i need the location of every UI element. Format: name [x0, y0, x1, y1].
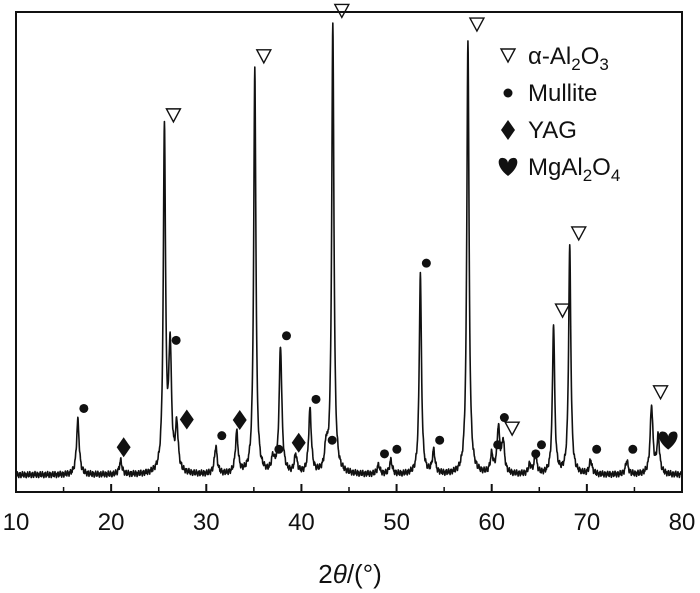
x-tick-label: 40: [288, 509, 315, 536]
alumina-marker: [554, 303, 571, 319]
mullite-marker: [171, 335, 181, 345]
alumina-marker: [570, 226, 587, 242]
mullite-marker: [493, 440, 503, 450]
xrd-pattern-line: [15, 22, 683, 479]
mullite-marker: [421, 258, 431, 268]
x-tick-label: 20: [98, 509, 125, 536]
peak-markers: [79, 3, 678, 459]
legend-label: α-Al2O3: [528, 43, 609, 74]
legend: α-Al2O3 Mullite YAG MgAl2O4: [498, 43, 620, 185]
x-axis-ticks: 10 20 30 40 50 60 70 80: [3, 484, 696, 536]
x-tick-label: 60: [478, 509, 505, 536]
mullite-marker: [536, 440, 546, 450]
x-tick-label: 70: [574, 509, 601, 536]
x-axis-title-var: θ: [333, 559, 347, 589]
alumina-marker: [499, 48, 517, 64]
yag-marker: [116, 437, 131, 458]
yag-marker: [501, 120, 515, 140]
mullite-marker: [435, 435, 445, 445]
alumina-marker: [503, 421, 521, 437]
mullite-marker: [379, 449, 389, 459]
alumina-marker: [255, 49, 272, 65]
mullite-marker: [281, 331, 291, 341]
legend-label: MgAl2O4: [528, 154, 620, 185]
legend-label: Mullite: [528, 80, 597, 107]
mullite-marker: [499, 413, 509, 423]
mullite-marker: [79, 403, 89, 413]
mullite-marker: [592, 444, 602, 454]
mullite-marker: [503, 88, 513, 98]
x-axis-title-suffix: /(°): [347, 559, 382, 589]
mullite-marker: [274, 444, 284, 454]
x-axis-title: 2θ/(°): [318, 559, 382, 589]
alumina-marker: [333, 3, 350, 19]
x-tick-label: 50: [383, 509, 410, 536]
x-axis-title-prefix: 2: [318, 559, 332, 589]
mullite-marker: [217, 431, 227, 441]
spinel-marker: [498, 157, 518, 176]
legend-label: YAG: [528, 117, 577, 144]
x-tick-label: 10: [3, 509, 30, 536]
yag-marker: [179, 409, 194, 430]
mullite-marker: [531, 449, 541, 459]
alumina-marker: [468, 17, 486, 33]
mullite-marker: [392, 444, 402, 454]
mullite-marker: [327, 435, 337, 445]
yag-marker: [291, 432, 306, 453]
alumina-marker: [165, 108, 182, 124]
mullite-marker: [311, 394, 321, 404]
mullite-marker: [628, 444, 638, 454]
alumina-marker: [652, 385, 669, 401]
spinel-marker: [658, 431, 678, 450]
yag-marker: [232, 410, 247, 431]
x-tick-label: 30: [193, 509, 220, 536]
x-tick-label: 80: [669, 509, 696, 536]
